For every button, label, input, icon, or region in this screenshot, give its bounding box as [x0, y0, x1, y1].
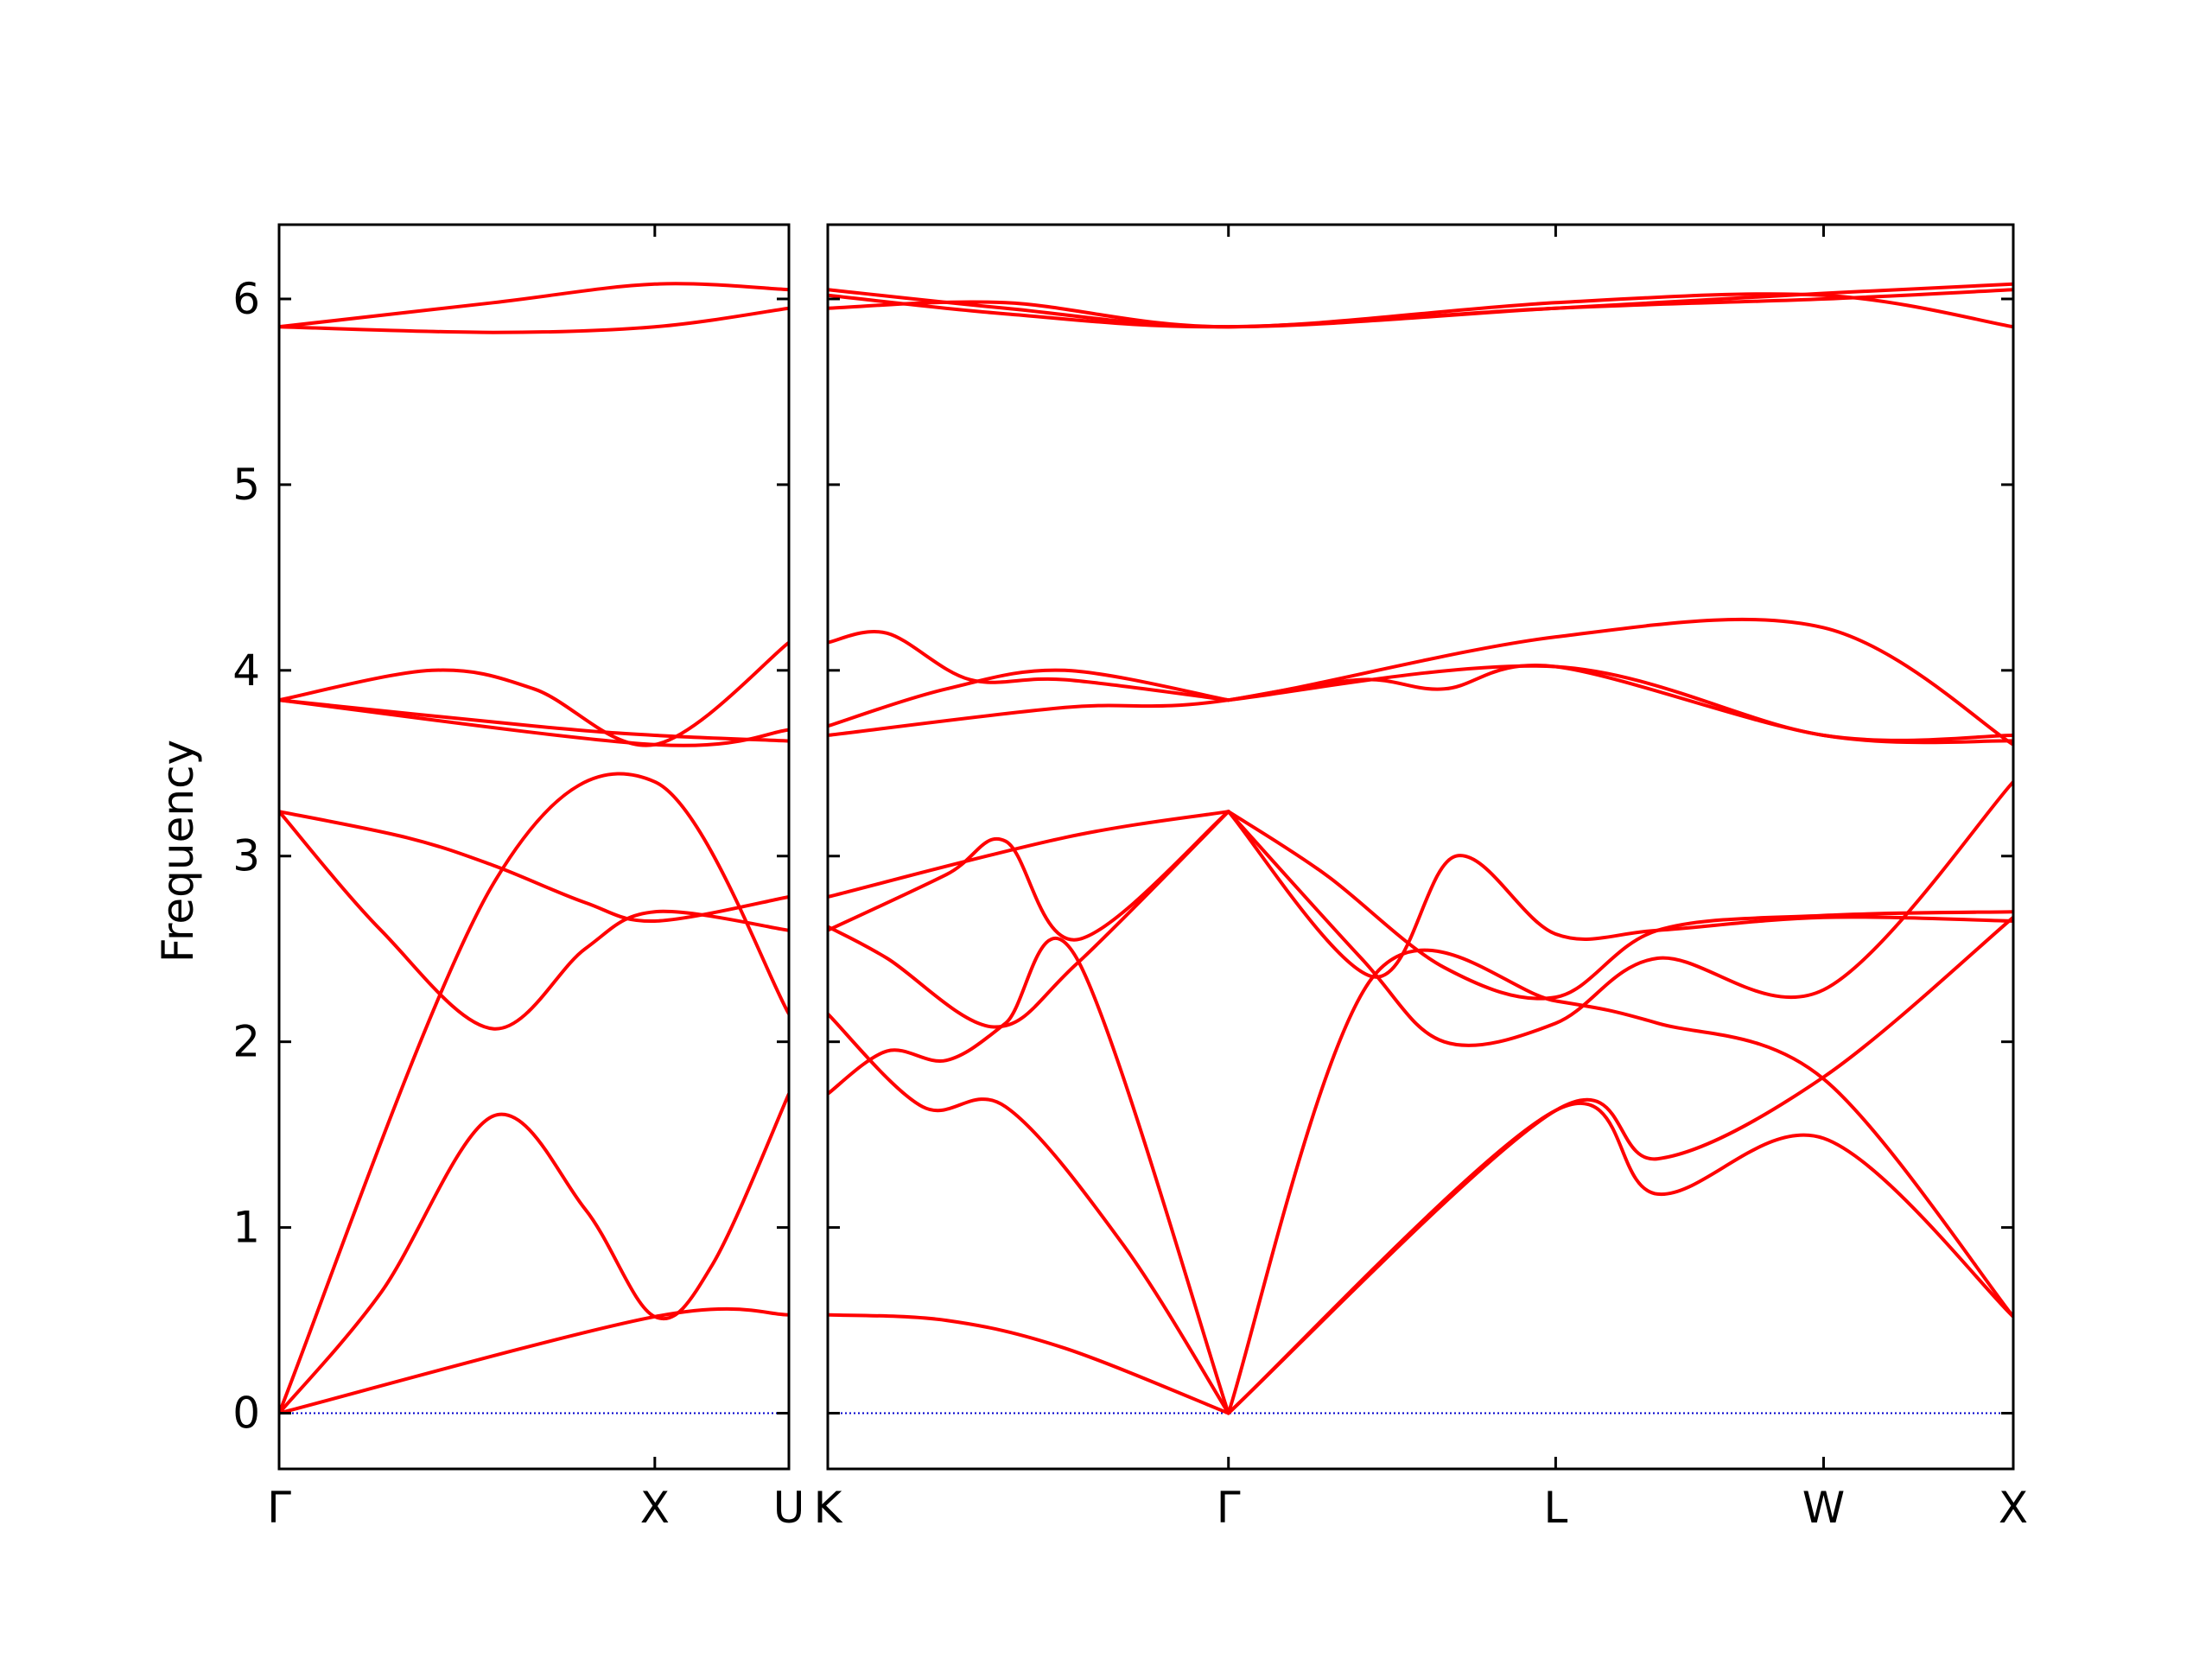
- x-tick-label-right-4: X: [1999, 1483, 2028, 1533]
- y-tick-label-1: 1: [232, 1203, 260, 1253]
- y-tick-label-0: 0: [232, 1389, 260, 1439]
- panel-left: 0 1 2 3 4 5 6 Γ X U: [232, 223, 805, 1533]
- band-line-left-10: [279, 306, 789, 334]
- y-tick-label-4: 4: [232, 645, 260, 696]
- band-line-left-3: [279, 810, 789, 1031]
- y-axis-label: Frequency: [153, 740, 203, 963]
- band-line-right-19: [828, 292, 2013, 329]
- band-line-left-2: [279, 772, 789, 1415]
- y-tick-label-2: 2: [232, 1017, 260, 1067]
- x-tick-label-right-0: K: [814, 1483, 843, 1533]
- band-line-right-4: [828, 810, 1230, 1029]
- x-tick-label-left-0: Γ: [267, 1483, 291, 1533]
- x-tick-label-right-3: W: [1802, 1483, 1845, 1533]
- panels-group: 0 1 2 3 4 5 6 Γ X U K Γ L W X: [232, 223, 2028, 1533]
- band-line-right-10: [1226, 915, 2013, 1415]
- band-line-right-2: [828, 937, 1230, 1415]
- band-line-right-18: [828, 282, 2013, 329]
- band-line-right-6: [828, 810, 1230, 899]
- axes-frame-right: [826, 223, 2015, 1471]
- band-line-right-8: [1226, 810, 2013, 1001]
- y-tick-label-3: 3: [232, 831, 260, 881]
- axes-frame-left: [277, 223, 791, 1471]
- band-line-left-1: [279, 1091, 789, 1415]
- band-line-right-5: [828, 810, 1230, 942]
- band-line-left-8: [279, 698, 789, 747]
- x-tick-label-right-2: L: [1543, 1483, 1567, 1533]
- band-line-left-5: [279, 1306, 789, 1415]
- y-tick-label-5: 5: [232, 460, 260, 510]
- band-line-left-4: [279, 810, 789, 924]
- x-tick-label-right-1: Γ: [1217, 1483, 1241, 1533]
- band-line-left-7: [279, 698, 789, 743]
- x-tick-label-left-2: U: [773, 1483, 805, 1533]
- x-tick-label-left-1: X: [640, 1483, 670, 1533]
- band-line-right-1: [828, 1313, 1230, 1415]
- band-line-right-13: [828, 630, 1230, 702]
- band-line-right-7: [1226, 779, 2013, 1047]
- y-tick-label-6: 6: [232, 274, 260, 324]
- band-line-right-17: [1226, 664, 2013, 742]
- plot-area-left: [279, 282, 789, 1415]
- band-line-right-3: [828, 1012, 1230, 1415]
- band-line-left-9: [279, 282, 789, 329]
- band-line-right-12: [1226, 948, 2013, 1415]
- band-line-right-9: [1226, 810, 2013, 979]
- band-line-right-14: [828, 668, 1230, 728]
- band-line-right-11: [1226, 1102, 2013, 1415]
- plot-area-right: [828, 282, 2013, 1415]
- band-line-left-6: [279, 640, 789, 747]
- band-line-right-20: [828, 288, 2013, 329]
- band-line-right-15: [828, 617, 2013, 747]
